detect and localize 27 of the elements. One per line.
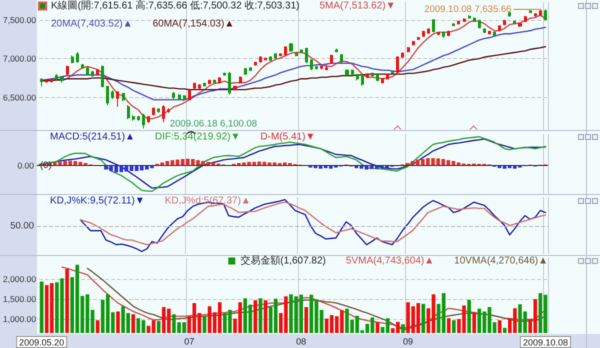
y-tick-label: 1,000.00 (2, 314, 36, 324)
x-tick-label: 08 (296, 336, 306, 346)
text: 20MA(7,403.52)▲ (51, 18, 133, 30)
text: 5VMA(4,743,604)▲ (346, 256, 434, 266)
y-tick-label: 7,500.00 (2, 14, 36, 25)
y-tick-label: 6,500.00 (2, 92, 36, 102)
series-label: D-M(5.41)▼ (260, 132, 316, 142)
x-tick-label: 2009.05.20 (19, 338, 64, 348)
x-tick-label: 07 (184, 336, 194, 346)
annotation: 2009.10.08 7,635.66 (424, 4, 512, 15)
series-label: DIF:5,34(219.92)▼ (154, 132, 240, 142)
y-tick-label: 7,000.00 (2, 54, 36, 64)
y-tick-label: 1,500.00 (2, 294, 36, 304)
text: 10VMA(4,270,646)▲ (454, 256, 548, 266)
y-tick-label: 2,000.00 (2, 274, 36, 284)
legend-label: 交易金額(1,607.82) (240, 254, 326, 266)
x-tick-label: 09 (403, 336, 414, 346)
legend-label: K線圖(開:7,615.61 高:7,635.66 低:7,500.32 收:7,503.31) (51, 0, 300, 12)
text: 5MA(7,513.62)▼ (319, 0, 396, 12)
annotation: 2009.06.18 6,100.08 (170, 118, 258, 130)
text: KD,J%K:9,5(72.11)▼ (50, 196, 145, 206)
series-label: KD,J%d:5(67.37)▲ (164, 196, 251, 206)
text: 60MA(7,154.03)▲ (152, 18, 234, 30)
text: 50.00 (10, 220, 34, 232)
ref-line-label: 0.00 (17, 160, 34, 170)
series-label: MACD:5(214.51)▲ (50, 132, 135, 142)
x-tick-label: 2009.10.08 (522, 338, 568, 348)
